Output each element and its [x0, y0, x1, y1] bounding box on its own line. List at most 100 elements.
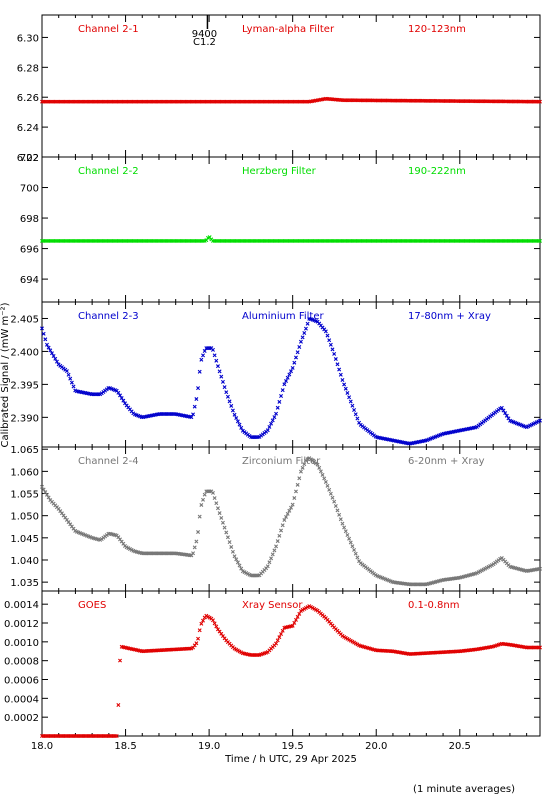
data-point	[342, 525, 347, 530]
data-point	[277, 533, 282, 538]
x-tick-label: 19.0	[198, 741, 220, 752]
data-point	[275, 539, 280, 544]
channel-label: GOES	[78, 600, 106, 611]
data-point	[214, 501, 219, 506]
footnote: (1 minute averages)	[413, 784, 515, 795]
data-point	[292, 620, 297, 625]
data-point	[335, 362, 340, 367]
data-point	[234, 416, 239, 421]
data-point	[48, 348, 53, 353]
data-point	[212, 496, 217, 501]
data-point	[189, 415, 194, 420]
data-point	[298, 469, 303, 474]
data-point	[325, 483, 330, 488]
data-point	[293, 355, 298, 360]
data-point	[267, 424, 272, 429]
y-tick-label: 0.0012	[4, 619, 39, 630]
data-point	[290, 502, 295, 507]
band-label: 17-80nm + Xray	[408, 311, 491, 322]
band-label: 190-222nm	[408, 166, 466, 177]
data-point	[350, 403, 355, 408]
data-point	[318, 469, 323, 474]
data-point	[196, 386, 201, 391]
data-point	[302, 462, 307, 467]
flare-marker-class: C1.2	[193, 37, 216, 48]
panel-frame	[41, 590, 541, 737]
data-point	[40, 326, 44, 331]
data-point	[222, 525, 227, 530]
data-point	[194, 397, 199, 402]
data-point	[66, 372, 71, 377]
data-point	[265, 428, 270, 433]
data-point	[196, 530, 201, 535]
band-label: 120-123nm	[408, 24, 466, 35]
data-point	[282, 382, 287, 387]
data-point	[352, 408, 357, 412]
data-point	[340, 521, 345, 526]
y-tick-label: 702	[20, 153, 39, 164]
panel-frame	[41, 446, 541, 592]
data-point	[217, 511, 222, 516]
data-point	[338, 517, 343, 522]
data-point	[212, 353, 217, 358]
data-point	[327, 338, 332, 343]
data-point	[41, 331, 46, 336]
data-point	[225, 535, 230, 540]
data-point	[538, 99, 542, 104]
data-point	[227, 540, 232, 545]
data-point	[222, 385, 227, 390]
data-point	[219, 515, 224, 520]
data-point	[49, 351, 54, 356]
data-point	[199, 621, 204, 626]
data-point	[295, 482, 300, 487]
data-point	[214, 624, 219, 629]
data-point	[300, 335, 305, 340]
data-point	[41, 487, 46, 492]
data-point	[230, 549, 235, 554]
y-tick-label: 698	[20, 214, 39, 225]
data-point	[348, 399, 353, 404]
data-point	[292, 360, 297, 365]
data-point	[337, 367, 342, 372]
data-point	[230, 408, 235, 413]
data-point	[43, 490, 48, 495]
data-point	[300, 465, 305, 470]
channel-label: Channel 2-1	[78, 24, 139, 35]
data-point	[295, 350, 300, 355]
data-point	[290, 365, 295, 370]
data-point	[287, 508, 292, 513]
y-tick-label: 0.0008	[4, 657, 39, 668]
channel-label: Channel 2-2	[78, 166, 139, 177]
data-point	[303, 326, 308, 331]
data-point	[274, 411, 279, 416]
data-point	[201, 497, 206, 502]
data-point	[234, 557, 239, 562]
channel-label: Channel 2-3	[78, 311, 139, 322]
data-point	[538, 238, 542, 243]
y-axis-label: Calibrated Signal / (mW m⁻²)	[0, 302, 11, 447]
data-point	[274, 544, 279, 549]
data-point	[237, 422, 242, 427]
data-point	[191, 551, 196, 556]
data-point	[69, 380, 74, 385]
data-point	[194, 641, 199, 646]
panel-frame	[41, 156, 541, 303]
data-point	[235, 560, 240, 565]
y-tick-label: 6.30	[17, 33, 39, 44]
x-tick-label: 20.5	[449, 741, 471, 752]
data-point	[345, 532, 350, 537]
data-point	[68, 376, 73, 381]
y-tick-label: 2.400	[10, 347, 39, 358]
data-point	[338, 372, 343, 377]
data-point	[280, 523, 285, 528]
data-point	[64, 369, 69, 374]
data-point	[116, 703, 121, 707]
data-point	[277, 399, 282, 404]
data-point	[191, 412, 196, 417]
data-point	[279, 632, 284, 636]
data-point	[215, 364, 220, 369]
data-point	[297, 345, 302, 349]
data-point	[538, 645, 542, 650]
data-point	[265, 564, 270, 569]
data-point	[199, 502, 204, 507]
